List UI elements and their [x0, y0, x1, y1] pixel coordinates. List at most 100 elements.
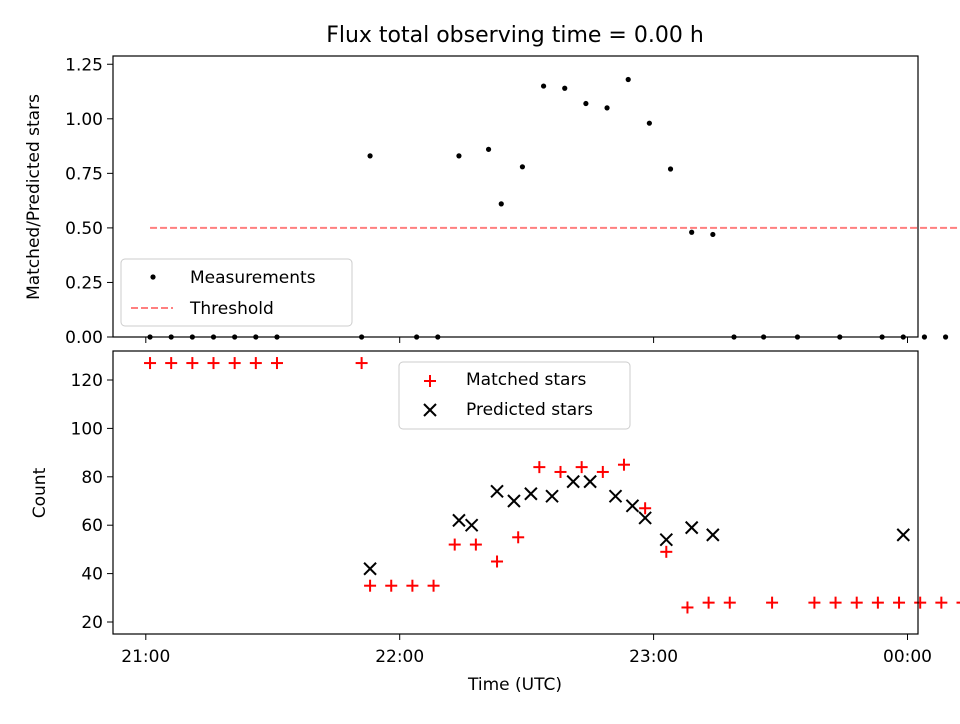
predicted-star-point: [896, 528, 910, 542]
matched-star-point: [364, 579, 377, 592]
bottom-plot-marks: [144, 357, 960, 614]
bottom-x-axis-label: Time (UTC): [467, 675, 562, 695]
predicted-star-point: [452, 513, 466, 528]
predicted-star-point: [464, 518, 479, 532]
matched-star-point: [207, 357, 220, 370]
measurement-point: [562, 85, 568, 91]
measurement-point: [710, 231, 716, 238]
measurements-legend-label: Measurements: [190, 268, 316, 288]
threshold-legend-label: Threshold: [189, 299, 274, 319]
top-y-tick-label: 0.50: [65, 219, 103, 239]
matched-star-point: [766, 596, 779, 609]
matched-star-point: [829, 596, 842, 609]
measurement-point: [367, 153, 373, 159]
predicted-star-point: [659, 533, 674, 547]
top-plot-frame: [112, 55, 919, 338]
top-y-tick-label: 1.25: [65, 55, 103, 75]
matched-star-point: [554, 465, 567, 478]
matched-star-point: [596, 465, 609, 478]
measurement-point: [689, 229, 695, 235]
top-y-axis: 0.00 0.25 0.50 0.75 1.00 1.25: [65, 55, 113, 348]
matched-star-point: [491, 555, 504, 568]
bottom-x-tick-label: 00:00: [883, 647, 932, 667]
matched-star-point: [808, 596, 821, 609]
top-legend-box: [120, 258, 353, 327]
matched-star-point: [850, 596, 863, 609]
top-y-tick-label: 0.75: [65, 164, 103, 184]
matched-star-point: [956, 601, 960, 604]
bottom-y-tick-label: 60: [81, 516, 103, 536]
matched-star-point: [914, 596, 927, 609]
matched-star-point: [681, 601, 694, 614]
matched-star-point: [893, 596, 906, 609]
top-y-axis-label: Matched/Predicted stars: [24, 94, 44, 300]
measurement-point: [942, 334, 949, 340]
measurements-legend-marker: [150, 274, 156, 280]
measurement-point: [456, 153, 462, 159]
matched-star-point: [427, 579, 440, 592]
bottom-y-tick-label: 20: [81, 613, 103, 633]
matched-star-point: [144, 357, 157, 370]
predicted-star-point: [625, 499, 640, 513]
bottom-legend-box: [398, 361, 631, 430]
predicted-star-point: [684, 520, 699, 535]
matched-star-point: [702, 596, 715, 609]
bottom-y-axis-label: Count: [30, 467, 50, 518]
measurement-point: [485, 146, 492, 152]
measurement-point: [667, 166, 674, 172]
matched-star-point: [469, 538, 482, 551]
measurement-point: [921, 334, 928, 340]
matched-star-point: [533, 461, 546, 474]
bottom-y-tick-label: 120: [71, 371, 103, 391]
bottom-y-tick-label: 100: [71, 419, 103, 439]
predicted-legend-label: Predicted stars: [466, 400, 593, 420]
top-chart: 0.00 0.25 0.50 0.75 1.00 1.25 Matched/Predict…: [24, 55, 960, 348]
matched-star-point: [270, 357, 283, 370]
bottom-y-tick-label: 80: [81, 468, 103, 488]
matched-legend-label: Matched stars: [466, 370, 586, 390]
top-y-tick-label: 1.00: [65, 110, 103, 130]
predicted-star-point: [507, 494, 521, 508]
bottom-y-tick-label: 40: [81, 565, 103, 585]
top-y-tick-label: 0.00: [65, 328, 103, 348]
matched-star-point: [723, 596, 736, 609]
matched-star-point: [639, 502, 652, 515]
matched-star-point: [575, 461, 588, 474]
predicted-star-point: [638, 511, 652, 525]
predicted-star-point: [608, 489, 623, 503]
measurement-point: [646, 120, 652, 126]
bottom-y-axis: 20 40 60 80 100 120: [71, 371, 113, 633]
measurement-point: [498, 201, 504, 207]
top-x-ticks: [145, 337, 908, 343]
measurement-point: [583, 100, 589, 107]
matched-star-point: [660, 545, 673, 558]
bottom-x-tick-label: 23:00: [629, 647, 678, 667]
matched-star-point: [186, 357, 199, 370]
matched-star-point: [448, 538, 461, 551]
predicted-star-point: [363, 562, 377, 576]
matched-star-point: [406, 579, 419, 592]
matched-star-point: [617, 458, 630, 471]
predicted-star-point: [566, 474, 580, 489]
predicted-star-point: [490, 484, 504, 499]
matched-star-point: [355, 357, 368, 370]
bottom-x-tick-label: 22:00: [375, 647, 424, 667]
measurement-point: [625, 76, 631, 83]
matched-star-point: [871, 596, 884, 609]
measurement-point: [519, 164, 526, 170]
matched-star-point: [165, 357, 178, 370]
matched-star-point: [228, 357, 241, 370]
matched-star-point: [385, 579, 398, 592]
bottom-legend: Matched stars Predicted stars: [398, 361, 631, 430]
predicted-star-point: [524, 487, 538, 501]
matched-star-point: [935, 596, 948, 609]
measurement-point: [604, 105, 610, 111]
predicted-star-point: [545, 489, 559, 503]
top-chart-title: Flux total observing time = 0.00 h: [326, 23, 704, 48]
predicted-star-point: [706, 528, 720, 542]
matched-star-point: [512, 531, 525, 544]
bottom-plot-frame: [112, 350, 919, 635]
